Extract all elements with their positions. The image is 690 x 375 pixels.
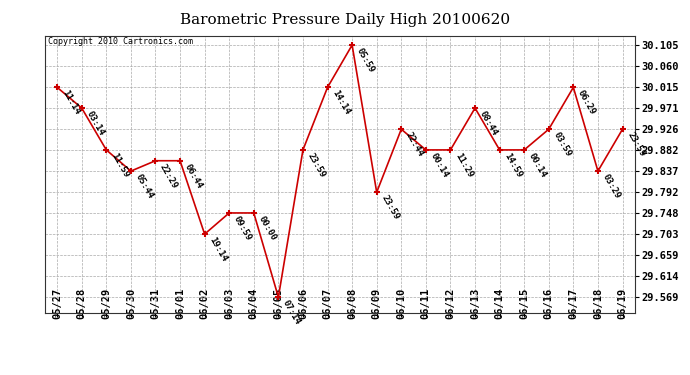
- Text: 03:59: 03:59: [551, 130, 573, 158]
- Text: 05:59: 05:59: [355, 46, 376, 74]
- Text: 19:14: 19:14: [208, 236, 228, 263]
- Text: 22:44: 22:44: [404, 130, 425, 158]
- Text: 00:14: 00:14: [428, 151, 450, 179]
- Text: 11:29: 11:29: [453, 151, 475, 179]
- Text: 00:14: 00:14: [527, 151, 548, 179]
- Text: 09:59: 09:59: [232, 214, 253, 242]
- Text: 23:59: 23:59: [380, 194, 401, 221]
- Text: 00:00: 00:00: [257, 214, 278, 242]
- Text: 08:44: 08:44: [477, 110, 499, 137]
- Text: 14:59: 14:59: [502, 151, 524, 179]
- Text: 06:44: 06:44: [183, 162, 204, 190]
- Text: Copyright 2010 Cartronics.com: Copyright 2010 Cartronics.com: [48, 37, 193, 46]
- Text: 07:14: 07:14: [281, 298, 302, 326]
- Text: 23:59: 23:59: [625, 130, 647, 158]
- Text: 22:29: 22:29: [158, 162, 179, 190]
- Text: 23:59: 23:59: [306, 151, 327, 179]
- Text: 05:44: 05:44: [134, 172, 155, 200]
- Text: 11:59: 11:59: [109, 151, 130, 179]
- Text: 14:14: 14:14: [331, 89, 351, 117]
- Text: 06:29: 06:29: [576, 89, 598, 117]
- Text: 11:14: 11:14: [60, 89, 81, 117]
- Text: Barometric Pressure Daily High 20100620: Barometric Pressure Daily High 20100620: [180, 13, 510, 27]
- Text: 03:14: 03:14: [84, 110, 106, 137]
- Text: 03:29: 03:29: [601, 172, 622, 200]
